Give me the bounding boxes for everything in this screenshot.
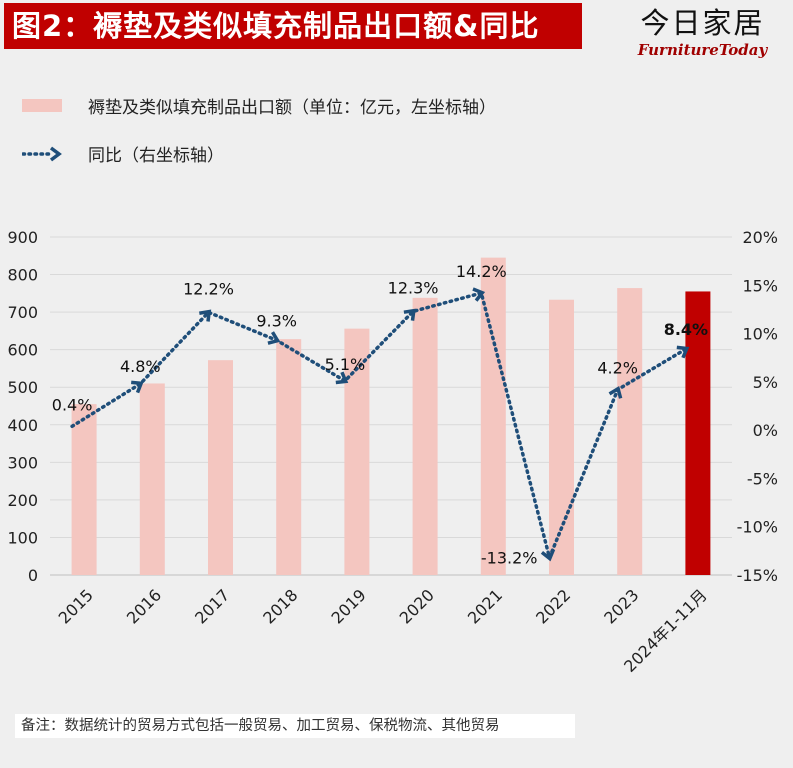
bar-2016 — [139, 383, 165, 575]
yoy-point-marker — [540, 548, 556, 562]
x-tick-label: 2023 — [600, 585, 642, 627]
data-label: 4.2% — [597, 359, 638, 378]
legend-item-line: 同比（右坐标轴） — [22, 141, 224, 166]
y-left-tick-label: 0 — [28, 566, 38, 585]
y-left-tick-label: 600 — [7, 341, 38, 360]
x-tick-label: 2022 — [532, 585, 574, 627]
bar-2018 — [276, 339, 302, 575]
y-right-tick-label: 20% — [742, 228, 778, 247]
bar-2023 — [617, 288, 643, 575]
y-left-tick-label: 400 — [7, 416, 38, 435]
y-right-tick-label: 10% — [742, 325, 778, 344]
yoy-line — [70, 290, 688, 564]
y-right-tick-label: 5% — [753, 373, 778, 392]
legend-bar-label: 褥垫及类似填充制品出口额（单位：亿元，左坐标轴） — [88, 98, 496, 118]
footnote: 备注：数据统计的贸易方式包括一般贸易、加工贸易、保税物流、其他贸易 — [15, 714, 575, 738]
data-label: 12.2% — [183, 279, 234, 298]
y-right-tick-label: -15% — [737, 566, 778, 585]
bar-2022 — [549, 299, 574, 575]
data-label: 8.4% — [664, 320, 708, 339]
data-label: 9.3% — [256, 311, 297, 330]
legend-line-label: 同比（右坐标轴） — [88, 146, 224, 166]
x-tick-label: 2016 — [123, 585, 165, 627]
yoy-point-marker — [676, 345, 690, 359]
brand-name-en: FurnitureToday — [637, 41, 768, 59]
data-label: 5.1% — [325, 355, 366, 374]
legend-bar-swatch — [22, 99, 62, 112]
bar-2015 — [71, 404, 97, 575]
bar-2017 — [208, 360, 233, 575]
legend-line-key — [22, 146, 62, 161]
x-tick-label: 2020 — [396, 585, 438, 627]
data-label: 0.4% — [52, 395, 93, 414]
x-tick-label: 2021 — [464, 585, 506, 627]
bar-2020 — [412, 297, 438, 575]
y-right-tick-label: 0% — [753, 421, 778, 440]
y-right-tick-label: -10% — [737, 518, 778, 537]
yoy-point-marker — [267, 331, 281, 345]
yoy-point-marker — [472, 287, 486, 302]
data-label: 12.3% — [388, 278, 439, 297]
y-left-tick-label: 500 — [7, 378, 38, 397]
y-right-tick-label: 15% — [742, 276, 778, 295]
y-left-tick-label: 100 — [7, 528, 38, 547]
x-tick-label: 2017 — [191, 585, 233, 627]
brand-logo: 今日家居 FurnitureToday — [615, 6, 790, 60]
yoy-point-marker — [608, 385, 623, 399]
data-label: -13.2% — [481, 549, 538, 568]
data-label: 14.2% — [456, 262, 507, 281]
x-tick-label: 2015 — [55, 585, 97, 627]
x-tick-label: 2018 — [259, 585, 301, 627]
y-left-tick-label: 800 — [7, 266, 38, 285]
yoy-point-marker — [335, 371, 349, 385]
y-left-tick-label: 700 — [7, 303, 38, 322]
yoy-point-marker — [403, 308, 416, 321]
y-left-tick-label: 900 — [7, 228, 38, 247]
yoy-point-marker — [199, 309, 212, 322]
brand-name-cn: 今日家居 — [640, 6, 765, 40]
bar-2024年1-11月 — [685, 291, 711, 575]
y-left-tick-label: 300 — [7, 453, 38, 472]
legend-item-bar: 褥垫及类似填充制品出口额（单位：亿元，左坐标轴） — [22, 93, 496, 118]
data-label: 4.8% — [120, 357, 161, 376]
chart-title: 图2：褥垫及类似填充制品出口额&同比 — [4, 3, 582, 49]
x-tick-label: 2019 — [328, 585, 370, 627]
y-right-tick-label: -5% — [747, 469, 778, 488]
y-left-tick-label: 200 — [7, 491, 38, 510]
yoy-point-marker — [131, 380, 144, 394]
